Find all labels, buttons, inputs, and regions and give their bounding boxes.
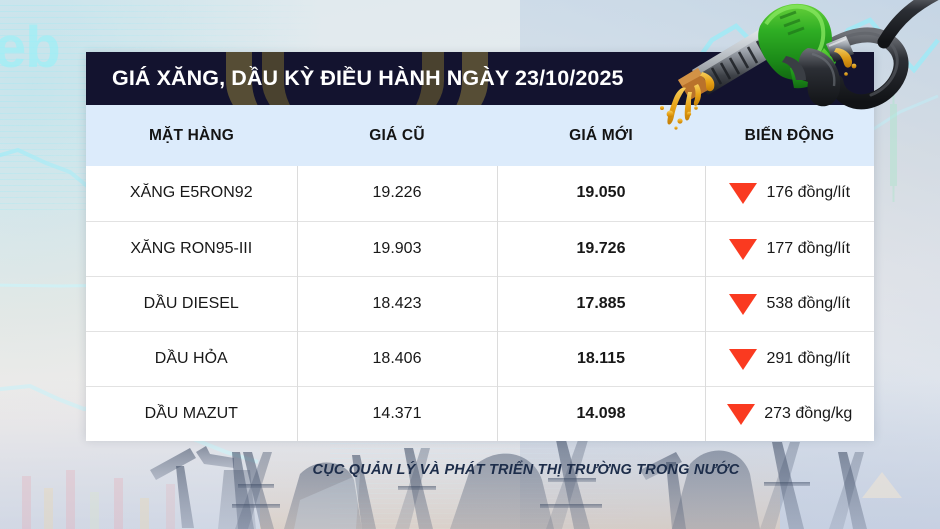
source-attribution: CỤC QUẢN LÝ VÀ PHÁT TRIỂN THỊ TRƯỜNG TRO… <box>312 462 740 478</box>
cell-old-price: 18.423 <box>297 275 498 331</box>
arrow-down-icon <box>729 183 758 205</box>
table-body: XĂNG E5RON92 19.226 19.050 176 đồng/lít … <box>86 166 874 441</box>
change-value: 176 đồng/lít <box>766 184 851 202</box>
cell-old-price: 19.903 <box>297 220 498 276</box>
cell-new-price: 14.098 <box>497 385 706 441</box>
cell-change: 538 đồng/lít <box>705 275 874 331</box>
arrow-down-icon <box>729 348 758 370</box>
arrow-down-icon <box>729 293 758 315</box>
cell-new-price: 18.115 <box>497 330 706 386</box>
cell-product: XĂNG E5RON92 <box>86 166 298 221</box>
cell-product: XĂNG RON95-III <box>86 220 298 276</box>
table-header: MẶT HÀNG GIÁ CŨ GIÁ MỚI BIẾN ĐỘNG <box>86 105 874 166</box>
table-row: XĂNG E5RON92 19.226 19.050 176 đồng/lít <box>86 166 874 221</box>
table-row: DẦU DIESEL 18.423 17.885 538 đồng/lít <box>86 275 874 331</box>
cell-old-price: 19.226 <box>297 166 498 221</box>
change-value: 273 đồng/kg <box>764 404 853 422</box>
column-header-product: MẶT HÀNG <box>148 126 235 144</box>
column-header-new-price: GIÁ MỚI <box>569 126 633 144</box>
cell-new-price: 19.726 <box>497 220 706 276</box>
arrow-down-icon <box>727 403 756 425</box>
cell-change: 177 đồng/lít <box>705 220 874 276</box>
cell-change: 273 đồng/kg <box>705 385 874 441</box>
footer: CỤC QUẢN LÝ VÀ PHÁT TRIỂN THỊ TRƯỜNG TRO… <box>0 461 940 479</box>
card-header-bar: GIÁ XĂNG, DẦU KỲ ĐIỀU HÀNH NGÀY 23/10/20… <box>86 52 874 105</box>
cell-old-price: 14.371 <box>297 385 498 441</box>
cell-change: 176 đồng/lít <box>705 166 874 221</box>
change-value: 177 đồng/lít <box>766 239 851 257</box>
column-header-change: BIẾN ĐỘNG <box>744 126 835 144</box>
page-title: GIÁ XĂNG, DẦU KỲ ĐIỀU HÀNH NGÀY 23/10/20… <box>112 66 624 90</box>
table-row: DẦU HỎA 18.406 18.115 291 đồng/lít <box>86 330 874 386</box>
change-value: 538 đồng/lít <box>766 294 851 312</box>
background-watermark-text: eb <box>0 15 61 80</box>
table-header-row: MẶT HÀNG GIÁ CŨ GIÁ MỚI BIẾN ĐỘNG <box>86 105 874 166</box>
cell-product: DẦU MAZUT <box>86 385 298 441</box>
arrow-down-icon <box>729 238 758 260</box>
cell-old-price: 18.406 <box>297 330 498 386</box>
cell-new-price: 19.050 <box>497 166 706 221</box>
cell-product: DẦU DIESEL <box>86 275 298 331</box>
change-value: 291 đồng/lít <box>766 349 851 367</box>
chevron-watermark-inner-icon <box>262 52 444 105</box>
cell-product: DẦU HỎA <box>86 330 298 386</box>
cell-new-price: 17.885 <box>497 275 706 331</box>
column-header-old-price: GIÁ CŨ <box>369 126 425 144</box>
table-row: DẦU MAZUT 14.371 14.098 273 đồng/kg <box>86 385 874 441</box>
cell-change: 291 đồng/lít <box>705 330 874 386</box>
chevron-watermark-icon <box>226 52 488 105</box>
fuel-price-table: MẶT HÀNG GIÁ CŨ GIÁ MỚI BIẾN ĐỘNG XĂNG E… <box>86 105 874 441</box>
table-row: XĂNG RON95-III 19.903 19.726 177 đồng/lí… <box>86 220 874 276</box>
price-table-card: GIÁ XĂNG, DẦU KỲ ĐIỀU HÀNH NGÀY 23/10/20… <box>86 52 874 441</box>
